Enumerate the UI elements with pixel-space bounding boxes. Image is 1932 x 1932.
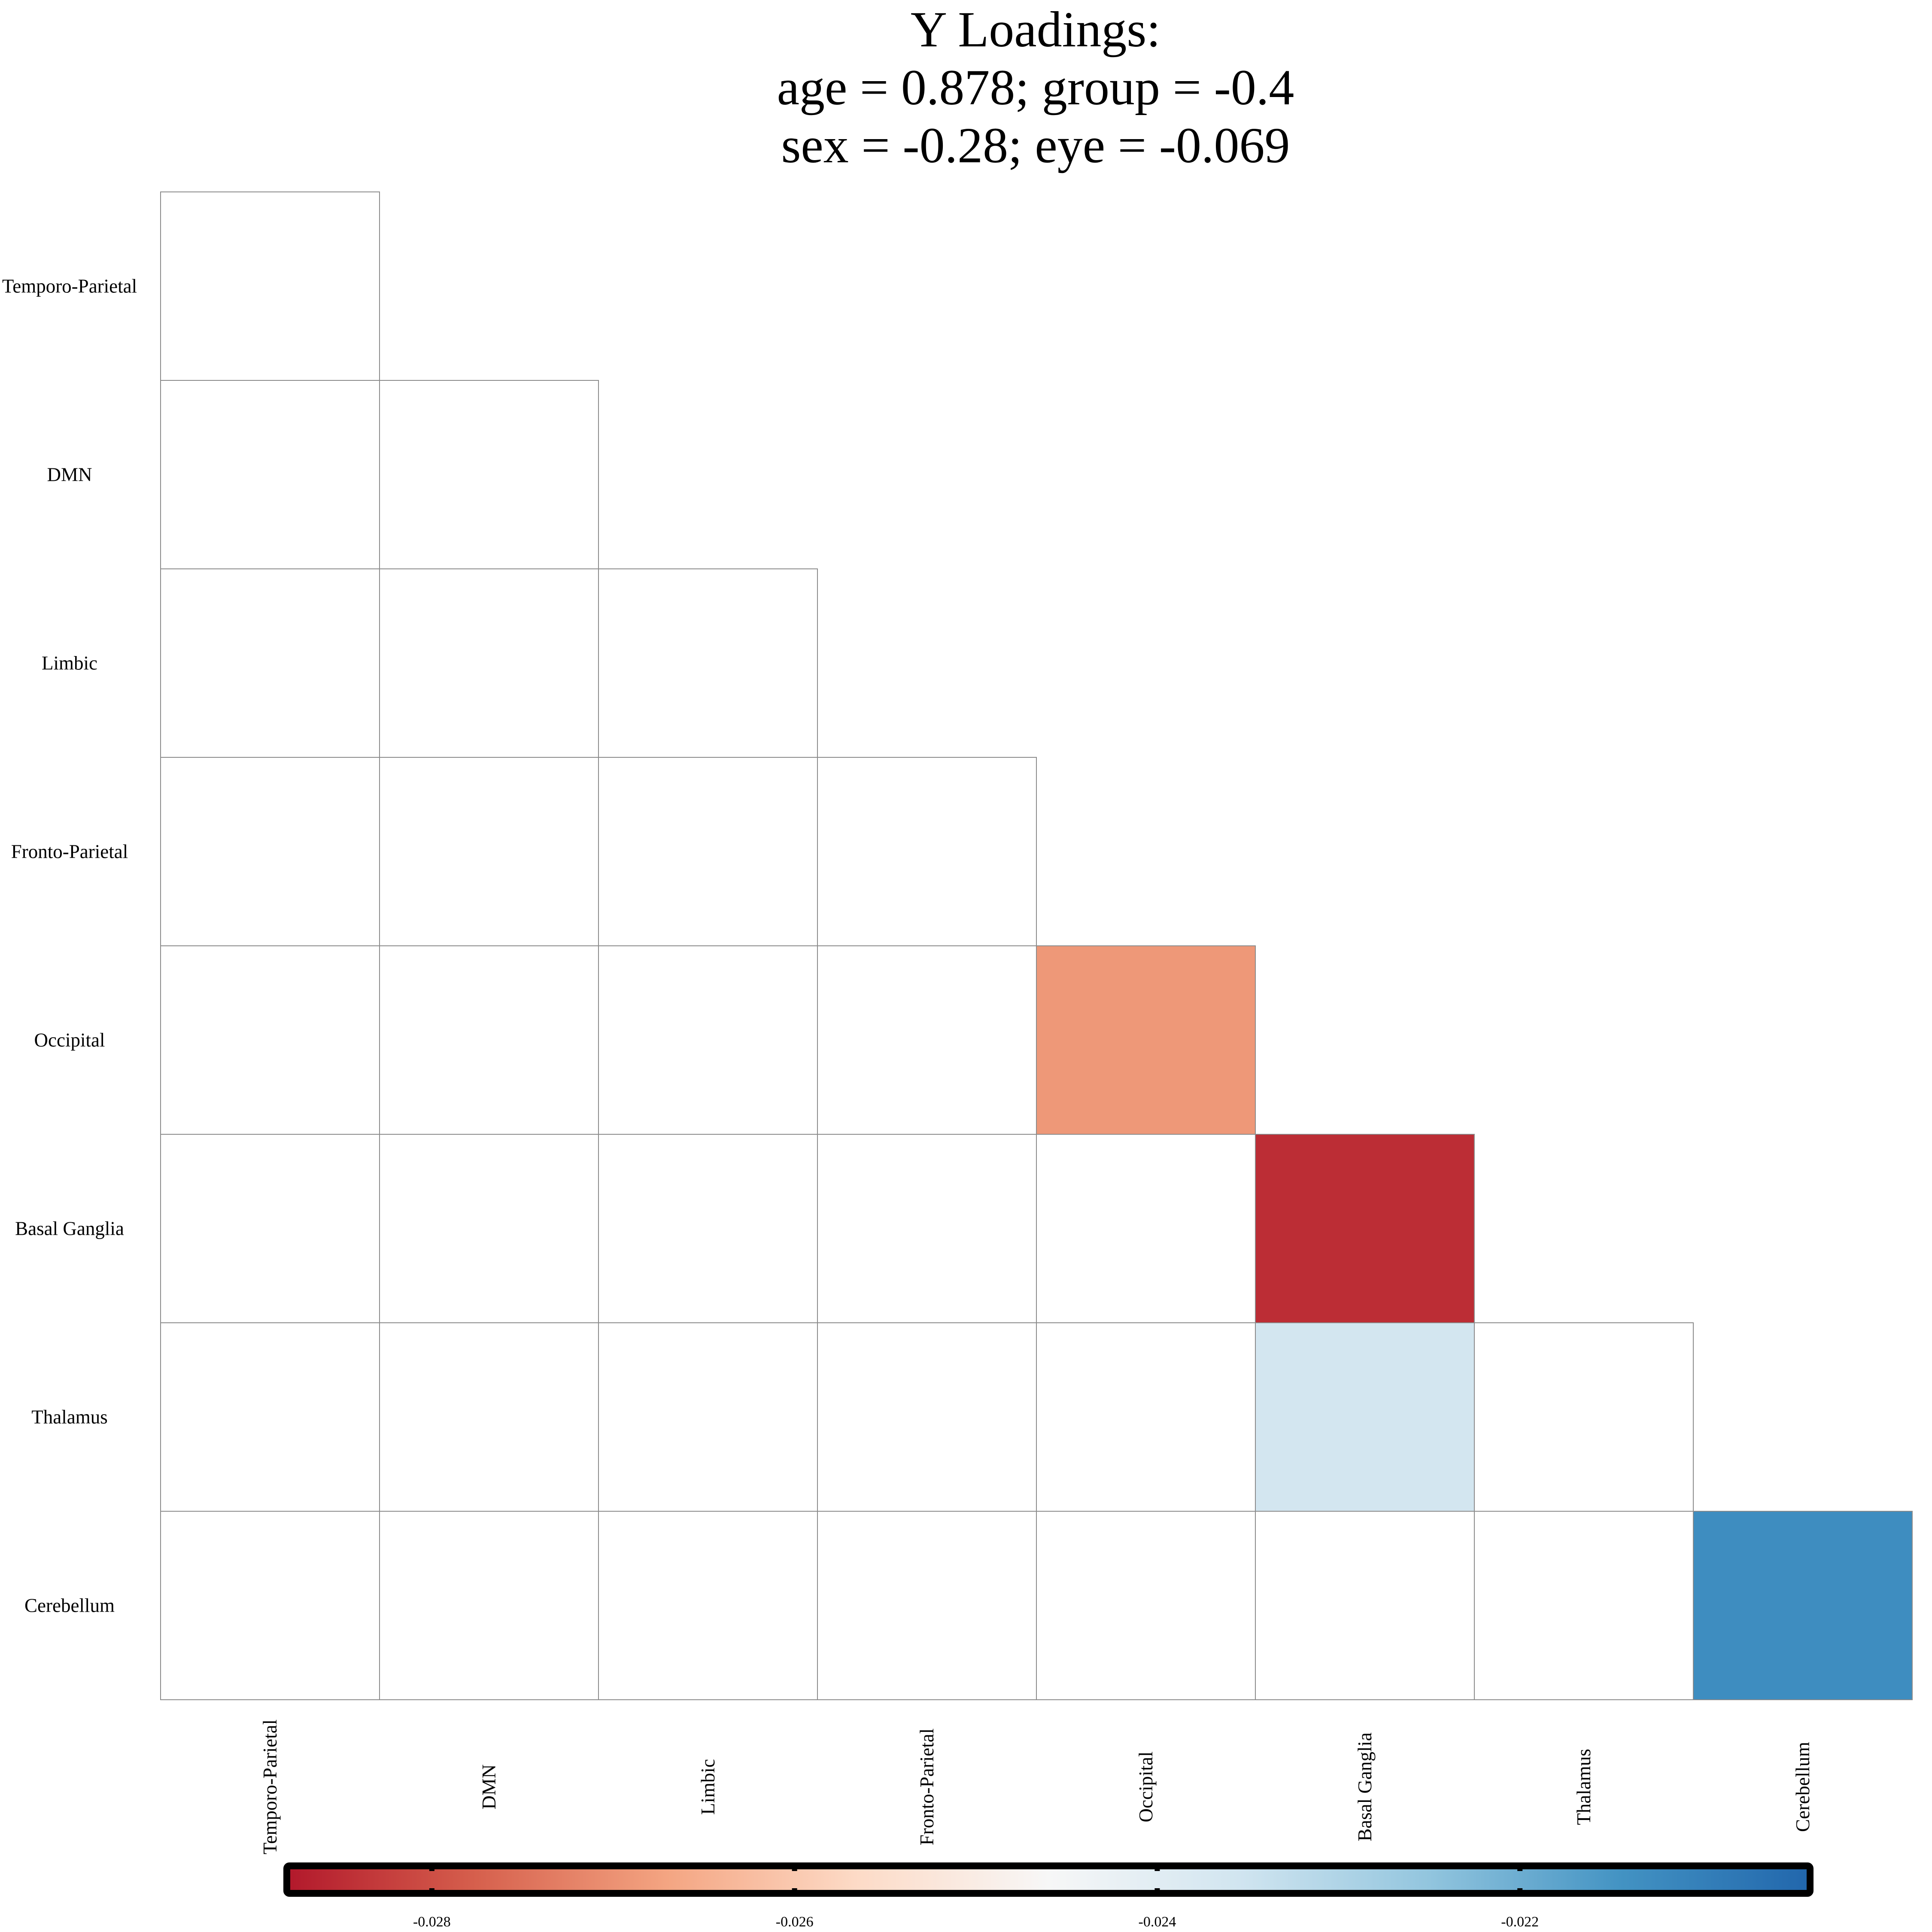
row-labels: Temporo-Parietal DMN Limbic Fronto-Parietal…: [2, 276, 137, 1616]
heatmap-cell-thalamus-limbic: [598, 1322, 818, 1512]
heatmap-cell-cerebellum-fronto-parietal: [817, 1511, 1037, 1700]
heatmap-cell-limbic-dmn: [379, 568, 599, 758]
colorbar: -0.028 -0.026 -0.024 -0.022: [283, 1862, 1814, 1930]
heatmap-cell-thalamus-temporo-parietal: [160, 1322, 380, 1512]
colorbar-gradient: [283, 1862, 1814, 1897]
column-label-fronto-parietal: Fronto-Parietal: [916, 1728, 938, 1845]
heatmap-cell-limbic-limbic: [598, 568, 818, 758]
column-labels: Temporo-Parietal DMN Limbic Fronto-Parietal…: [259, 1719, 1814, 1854]
row-label-occipital: Occipital: [34, 1030, 105, 1051]
heatmap-cell-occipital-dmn: [379, 945, 599, 1135]
heatmap-cell-limbic-temporo-parietal: [160, 568, 380, 758]
row-label-thalamus: Thalamus: [31, 1406, 107, 1428]
heatmap-cell-cerebellum-cerebellum: [1693, 1511, 1913, 1700]
heatmap-cell-cerebellum-thalamus: [1474, 1511, 1694, 1700]
colorbar-tick-label: -0.024: [1139, 1914, 1176, 1930]
column-label-dmn: DMN: [478, 1764, 500, 1809]
heatmap-cell-basal-ganglia-basal-ganglia: [1255, 1134, 1475, 1323]
row-label-dmn: DMN: [47, 464, 92, 486]
colorbar-tick-mark: [1517, 1888, 1523, 1893]
title-line-2: age = 0.878; group = -0.4: [777, 59, 1294, 115]
heatmap-cell-thalamus-occipital: [1036, 1322, 1256, 1512]
heatmap-cell-occipital-temporo-parietal: [160, 945, 380, 1135]
column-label-thalamus: Thalamus: [1573, 1749, 1595, 1825]
title-line-3: sex = -0.28; eye = -0.069: [781, 117, 1290, 173]
colorbar-tick-mark: [792, 1867, 797, 1871]
heatmap-cell-thalamus-dmn: [379, 1322, 599, 1512]
column-label-cerebellum: Cerebellum: [1792, 1742, 1814, 1832]
heatmap-cell-basal-ganglia-temporo-parietal: [160, 1134, 380, 1323]
row-label-cerebellum: Cerebellum: [24, 1595, 115, 1616]
heatmap-cell-basal-ganglia-dmn: [379, 1134, 599, 1323]
column-label-basal-ganglia: Basal Ganglia: [1354, 1732, 1376, 1841]
heatmap-cell-cerebellum-occipital: [1036, 1511, 1256, 1700]
title-line-1: Y Loadings:: [911, 1, 1160, 58]
colorbar-tick-mark: [1517, 1867, 1523, 1871]
heatmap-cells: [160, 191, 1913, 1700]
heatmap-cell-fronto-parietal-limbic: [598, 757, 818, 946]
row-label-limbic: Limbic: [42, 653, 97, 674]
heatmap-cell-thalamus-thalamus: [1474, 1322, 1694, 1512]
heatmap-cell-cerebellum-temporo-parietal: [160, 1511, 380, 1700]
heatmap-cell-temporo-parietal-temporo-parietal: [160, 191, 380, 381]
heatmap-cell-fronto-parietal-dmn: [379, 757, 599, 946]
heatmap-cell-fronto-parietal-temporo-parietal: [160, 757, 380, 946]
heatmap-cell-basal-ganglia-occipital: [1036, 1134, 1256, 1323]
colorbar-tick-mark: [429, 1888, 434, 1893]
colorbar-tick-label: -0.026: [776, 1914, 814, 1930]
heatmap-cell-occipital-limbic: [598, 945, 818, 1135]
column-label-limbic: Limbic: [697, 1759, 719, 1815]
heatmap-cell-cerebellum-limbic: [598, 1511, 818, 1700]
colorbar-tick-mark: [792, 1888, 797, 1893]
heatmap-cell-occipital-fronto-parietal: [817, 945, 1037, 1135]
heatmap-cell-cerebellum-dmn: [379, 1511, 599, 1700]
heatmap-cell-dmn-temporo-parietal: [160, 380, 380, 569]
colorbar-tick-label: -0.022: [1501, 1914, 1539, 1930]
heatmap-cell-fronto-parietal-fronto-parietal: [817, 757, 1037, 946]
row-label-basal-ganglia: Basal Ganglia: [15, 1218, 124, 1239]
heatmap-cell-basal-ganglia-limbic: [598, 1134, 818, 1323]
heatmap-cell-occipital-occipital: [1036, 945, 1256, 1135]
chart-title: Y Loadings: age = 0.878; group = -0.4 se…: [777, 1, 1294, 173]
row-label-fronto-parietal: Fronto-Parietal: [11, 841, 128, 863]
colorbar-tick-label: -0.028: [413, 1914, 451, 1930]
colorbar-tick-mark: [1154, 1867, 1160, 1871]
heatmap-cell-basal-ganglia-fronto-parietal: [817, 1134, 1037, 1323]
column-label-occipital: Occipital: [1135, 1752, 1157, 1823]
heatmap-cell-thalamus-fronto-parietal: [817, 1322, 1037, 1512]
heatmap-cell-dmn-dmn: [379, 380, 599, 569]
colorbar-tick-mark: [429, 1867, 434, 1871]
row-label-temporo-parietal: Temporo-Parietal: [2, 276, 137, 297]
heatmap-cell-thalamus-basal-ganglia: [1255, 1322, 1475, 1512]
column-label-temporo-parietal: Temporo-Parietal: [259, 1719, 281, 1854]
heatmap-cell-cerebellum-basal-ganglia: [1255, 1511, 1475, 1700]
colorbar-tick-mark: [1154, 1888, 1160, 1893]
